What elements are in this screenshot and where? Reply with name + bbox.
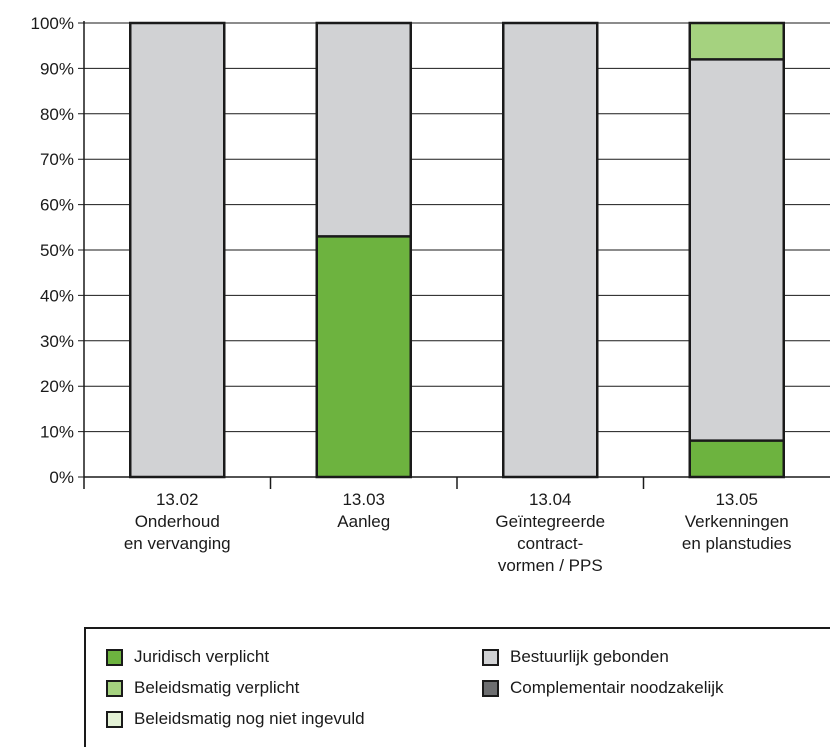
x-tick-label: contract-	[517, 534, 583, 553]
legend-label: Bestuurlijk gebonden	[510, 647, 669, 666]
legend-item-complementair-noodzakelijk: Complementair noodzakelijk	[482, 678, 724, 698]
y-tick-label: 30%	[40, 332, 74, 351]
legend-border-left	[84, 627, 86, 747]
y-tick-label: 100%	[31, 14, 74, 33]
bar-segment	[689, 23, 784, 60]
y-tick-label: 80%	[40, 105, 74, 124]
y-tick-label: 0%	[49, 468, 74, 487]
legend-border-top	[84, 627, 830, 629]
x-tick-label: en planstudies	[682, 534, 792, 553]
y-tick-label: 10%	[40, 423, 74, 442]
bar-segment	[689, 440, 784, 477]
bar-segment	[689, 59, 784, 441]
y-tick-label: 60%	[40, 196, 74, 215]
bar-segment	[130, 23, 225, 477]
legend-swatch	[482, 648, 499, 666]
y-tick-label: 20%	[40, 377, 74, 396]
legend-swatch	[482, 679, 499, 697]
legend-label: Beleidsmatig verplicht	[134, 678, 300, 697]
x-tick-label: 13.03	[342, 490, 385, 509]
x-tick-label: Geïntegreerde	[495, 512, 605, 531]
bar-segment	[316, 236, 411, 477]
bar-segment	[316, 23, 411, 237]
x-tick-label: Onderhoud	[135, 512, 220, 531]
bar-segment	[503, 23, 598, 477]
legend-swatch	[106, 710, 123, 728]
x-tick-label: 13.04	[529, 490, 572, 509]
legend-label: Juridisch verplicht	[134, 647, 270, 666]
stacked-bar-chart: 0% 10% 20% 30% 40% 50% 60% 70% 80% 90% 100% 13.02 On…	[31, 14, 830, 575]
y-tick-label: 40%	[40, 286, 74, 305]
legend-item-beleidsmatig-nog-niet-ingevuld: Beleidsmatig nog niet ingevuld	[106, 709, 365, 729]
legend-label: Complementair noodzakelijk	[510, 678, 724, 697]
legend-label: Beleidsmatig nog niet ingevuld	[134, 709, 365, 728]
x-tick-label: 13.02	[156, 490, 199, 509]
legend-item-beleidsmatig-verplicht: Beleidsmatig verplicht	[106, 678, 299, 698]
legend-swatch	[106, 679, 123, 697]
y-tick-label: 70%	[40, 150, 74, 169]
legend-item-juridisch-verplicht: Juridisch verplicht	[106, 647, 269, 667]
x-tick-label: Verkenningen	[685, 512, 789, 531]
legend-swatch	[106, 648, 123, 666]
x-tick-label: Aanleg	[337, 512, 390, 531]
y-tick-label: 50%	[40, 241, 74, 260]
x-tick-label: vormen / PPS	[498, 556, 603, 575]
legend-item-bestuurlijk-gebonden: Bestuurlijk gebonden	[482, 647, 669, 667]
x-tick-label: 13.05	[715, 490, 758, 509]
x-tick-label: en vervanging	[124, 534, 231, 553]
y-tick-label: 90%	[40, 59, 74, 78]
legend: Juridisch verplicht Beleidsmatig verplic…	[84, 627, 830, 747]
